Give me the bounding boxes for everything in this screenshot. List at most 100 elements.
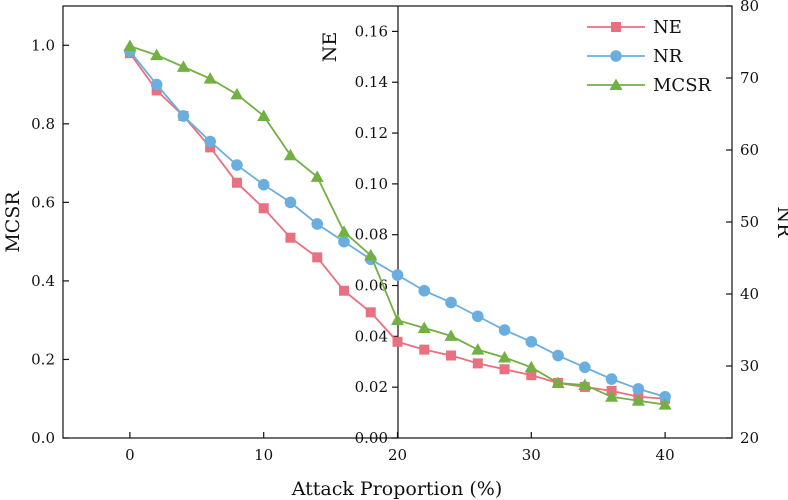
middle-tick-label: 0.14 xyxy=(355,73,388,91)
left-tick-label: 1.0 xyxy=(31,36,55,54)
right-axis-title: NR xyxy=(773,207,788,239)
data-point xyxy=(391,269,404,281)
legend-marker xyxy=(611,22,621,32)
data-point xyxy=(123,39,137,52)
data-point xyxy=(151,85,162,96)
data-point xyxy=(524,360,538,373)
data-point xyxy=(499,364,510,375)
right-tick-label: 60 xyxy=(740,141,759,159)
middle-axis-ticks: 0.00 0.02 0.04 0.06 0.08 0.10 0.12 0.14 0.16 xyxy=(355,22,398,447)
data-point xyxy=(631,394,645,406)
data-point xyxy=(445,296,457,309)
series-layer xyxy=(123,39,672,410)
x-tick-label: 10 xyxy=(254,446,273,464)
data-point xyxy=(471,343,485,355)
legend-item-ne: NE xyxy=(587,17,682,38)
data-point xyxy=(659,390,671,403)
middle-tick-label: 0.16 xyxy=(355,22,388,40)
right-tick-label: 40 xyxy=(740,285,759,303)
data-point xyxy=(311,218,324,230)
middle-tick-label: 0.00 xyxy=(355,429,388,447)
right-axis-ticks: 20 30 40 50 60 70 80 xyxy=(726,0,759,447)
data-point xyxy=(231,177,242,188)
data-point xyxy=(472,358,483,369)
legend-marker xyxy=(610,50,622,62)
data-point xyxy=(578,378,592,390)
data-point xyxy=(605,390,619,402)
middle-axis-title: NE xyxy=(319,32,341,63)
left-axis-title: MCSR xyxy=(2,191,24,253)
data-point xyxy=(177,110,190,122)
data-point xyxy=(258,203,269,214)
data-point xyxy=(392,336,403,347)
data-point xyxy=(525,335,538,348)
x-tick-label: 20 xyxy=(388,446,407,464)
data-point xyxy=(391,313,404,326)
data-point xyxy=(337,225,351,237)
legend-label: NE xyxy=(653,17,682,38)
data-point xyxy=(471,310,484,323)
left-tick-label: 0.2 xyxy=(31,350,55,368)
middle-tick-label: 0.04 xyxy=(355,327,388,345)
middle-tick-label: 0.06 xyxy=(355,277,388,295)
data-point xyxy=(418,284,431,297)
data-point xyxy=(498,350,512,363)
data-point xyxy=(338,285,349,296)
data-point xyxy=(205,142,216,153)
data-point xyxy=(632,383,645,395)
data-point xyxy=(203,72,217,84)
data-point xyxy=(338,235,350,248)
left-tick-label: 0.6 xyxy=(31,193,55,211)
x-axis-title: Attack Proportion (%) xyxy=(291,478,502,500)
data-point xyxy=(284,196,297,209)
middle-tick-label: 0.02 xyxy=(355,378,388,396)
left-tick-label: 0.8 xyxy=(31,115,55,133)
data-point xyxy=(230,87,244,100)
data-point xyxy=(310,170,324,182)
data-point xyxy=(579,361,591,374)
data-point xyxy=(257,178,270,191)
legend-item-nr: NR xyxy=(587,46,683,67)
data-point xyxy=(176,60,190,72)
data-point xyxy=(552,349,564,362)
left-tick-label: 0.4 xyxy=(31,272,55,290)
x-tick-label: 0 xyxy=(125,446,135,464)
data-point xyxy=(365,307,376,318)
data-point xyxy=(551,376,565,389)
data-point xyxy=(417,321,431,334)
right-tick-label: 50 xyxy=(740,213,759,231)
right-tick-label: 70 xyxy=(740,69,759,87)
left-axis-ticks: 0.0 0.2 0.4 0.6 0.8 1.0 xyxy=(31,36,69,447)
legend-marker xyxy=(609,78,623,90)
data-point xyxy=(150,78,163,91)
data-point xyxy=(285,232,296,243)
series-mcsr xyxy=(123,39,672,410)
x-tick-label: 30 xyxy=(522,446,541,464)
data-point xyxy=(446,350,457,361)
data-point xyxy=(498,324,511,336)
data-point xyxy=(257,109,271,121)
legend-label: NR xyxy=(653,46,683,67)
data-point xyxy=(419,344,430,355)
legend: NE NR MCSR xyxy=(587,17,712,96)
data-point xyxy=(658,398,672,410)
middle-tick-label: 0.08 xyxy=(355,226,388,244)
legend-item-mcsr: MCSR xyxy=(587,75,712,96)
legend-label: MCSR xyxy=(653,75,712,96)
data-point xyxy=(364,248,378,261)
left-tick-label: 0.0 xyxy=(31,429,55,447)
data-point xyxy=(150,48,164,61)
middle-tick-label: 0.12 xyxy=(355,124,388,142)
data-point xyxy=(204,135,216,148)
data-point xyxy=(283,148,297,161)
right-tick-label: 80 xyxy=(740,0,759,15)
middle-tick-label: 0.10 xyxy=(355,175,388,193)
data-point xyxy=(231,159,243,171)
x-axis-ticks: 0 10 20 30 40 xyxy=(125,432,675,464)
data-point xyxy=(605,373,618,385)
right-tick-label: 20 xyxy=(740,429,759,447)
x-tick-label: 40 xyxy=(656,446,675,464)
data-point xyxy=(444,329,458,341)
data-point xyxy=(312,252,323,263)
